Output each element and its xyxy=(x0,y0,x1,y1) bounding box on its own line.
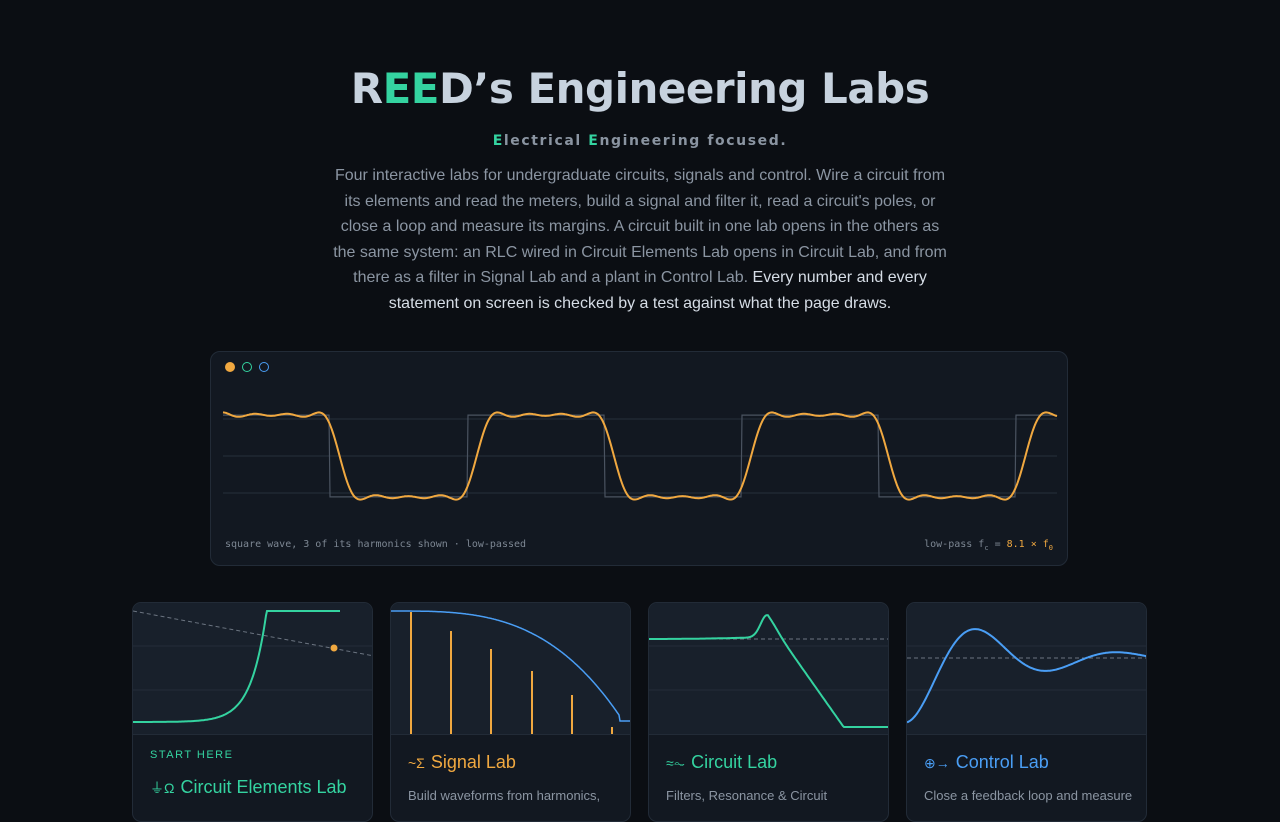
card-plot-signal xyxy=(391,603,630,735)
filtered-waveform xyxy=(222,411,1058,501)
filter-wave-icon: ≈⏦ xyxy=(666,755,686,771)
card-title-circuit-elements: ⏚Ω Circuit Elements Lab xyxy=(150,777,347,798)
card-title-text: Circuit Lab xyxy=(691,752,778,772)
iv-curve xyxy=(133,610,340,723)
card-title-circuit: ≈⏦ Circuit Lab xyxy=(666,752,777,773)
intro-paragraph: Four interactive labs for undergraduate … xyxy=(328,163,952,317)
filter-response-curve xyxy=(391,610,630,722)
waveform-dot-blue[interactable] xyxy=(259,362,269,372)
card-title-text: Signal Lab xyxy=(430,752,516,772)
card-title-signal: ~Σ Signal Lab xyxy=(408,752,516,773)
card-title-text: Circuit Elements Lab xyxy=(180,777,347,797)
card-desc-signal: Build waveforms from harmonics, xyxy=(408,788,601,803)
cutoff-value: 8.1 × f xyxy=(1006,539,1049,550)
card-desc-circuit: Filters, Resonance & Circuit xyxy=(666,788,828,803)
tagline: Electrical Engineering focused. xyxy=(0,133,1280,149)
tagline-e1: E xyxy=(492,133,504,149)
operating-point xyxy=(330,644,338,652)
cutoff-eq: = xyxy=(988,539,1007,550)
wave-sum-icon: ~Σ xyxy=(408,755,425,771)
bode-magnitude-curve xyxy=(649,614,888,728)
card-plot-control xyxy=(907,603,1146,735)
hero-caption-right: low-pass fc = 8.1 × f0 xyxy=(924,539,1053,552)
cutoff-label: low-pass f xyxy=(924,539,985,550)
hero-waveform-panel: square wave, 3 of its harmonics shown · … xyxy=(210,351,1068,566)
card-title-control: ⊕→ Control Lab xyxy=(924,752,1049,773)
card-circuit-elements-lab[interactable]: START HERE ⏚Ω Circuit Elements Lab xyxy=(132,602,373,822)
hero-caption-left: square wave, 3 of its harmonics shown · … xyxy=(225,539,527,550)
card-kicker-start-here: START HERE xyxy=(150,749,234,761)
card-control-lab[interactable]: ⊕→ Control Lab Close a feedback loop and … xyxy=(906,602,1147,822)
card-plot-circuit xyxy=(649,603,888,735)
title-highlight: EE xyxy=(382,64,440,113)
card-signal-lab[interactable]: ~Σ Signal Lab Build waveforms from harmon… xyxy=(390,602,631,822)
intro-body: Four interactive labs for undergraduate … xyxy=(333,167,947,287)
card-desc-control: Close a feedback loop and measure xyxy=(924,788,1133,803)
tagline-part2: ngineering focused. xyxy=(599,133,788,149)
sum-arrow-icon: ⊕→ xyxy=(924,755,950,771)
waveform-dot-orange[interactable] xyxy=(225,362,235,372)
step-response-curve xyxy=(907,628,1146,724)
tagline-e2: E xyxy=(588,133,600,149)
title-suffix: D’s Engineering Labs xyxy=(439,64,930,113)
tagline-part1: lectrical xyxy=(503,133,589,149)
waveform-dot-teal[interactable] xyxy=(242,362,252,372)
cutoff-sub: c xyxy=(984,544,989,552)
waveform-selector xyxy=(225,362,269,372)
card-plot-circuit-elements xyxy=(133,603,372,735)
ground-ohm-icon: ⏚Ω xyxy=(150,780,175,796)
card-title-text: Control Lab xyxy=(955,752,1049,772)
card-circuit-lab[interactable]: ≈⏦ Circuit Lab Filters, Resonance & Circu… xyxy=(648,602,889,822)
title-prefix: R xyxy=(350,64,383,113)
intro-emphasis: Every number and every statement on scre… xyxy=(388,269,927,312)
page-title: REED’s Engineering Labs xyxy=(0,64,1280,113)
cutoff-value-sub: 0 xyxy=(1048,544,1053,552)
hero-waveform-plot xyxy=(222,411,1058,501)
